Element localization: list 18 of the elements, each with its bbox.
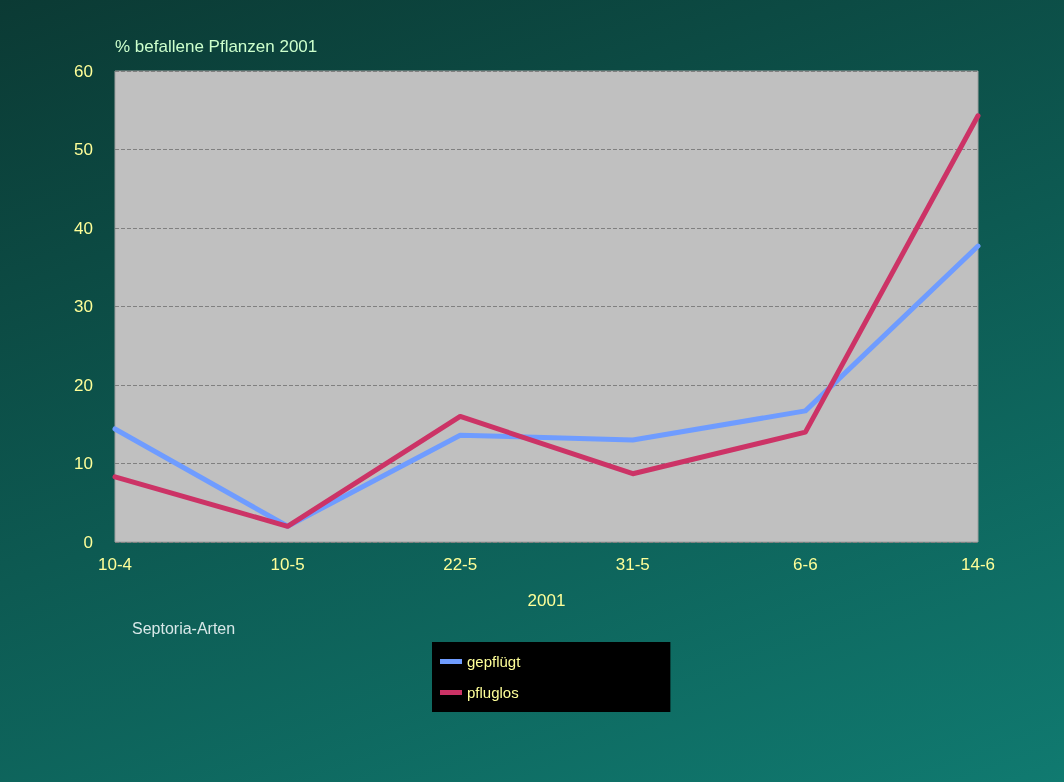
- x-tick-label: 31-5: [615, 555, 650, 574]
- y-tick-label: 50: [74, 140, 93, 159]
- y-tick-label: 10: [74, 454, 93, 473]
- x-tick-label: 22-5: [443, 555, 478, 574]
- y-tick-label: 60: [74, 61, 93, 81]
- y-axis-title: % befallene Pflanzen 2001: [115, 37, 318, 56]
- y-tick-label: 40: [74, 218, 93, 238]
- y-tick-label: 0: [83, 532, 93, 552]
- text: Septoria-Arten: [132, 619, 236, 637]
- x-tick-label: 10-4: [97, 555, 133, 574]
- x-tick-label: 10-5: [270, 555, 305, 574]
- x-tick-label: 6-6: [793, 555, 818, 574]
- legend-label: pfluglos: [467, 684, 519, 701]
- x-tick-label: 14-6: [960, 555, 996, 574]
- x-axis-title: 2001: [527, 591, 566, 610]
- legend-label: gepflügt: [467, 653, 522, 670]
- y-tick-label: 20: [74, 375, 93, 395]
- y-tick-label: 30: [74, 297, 93, 316]
